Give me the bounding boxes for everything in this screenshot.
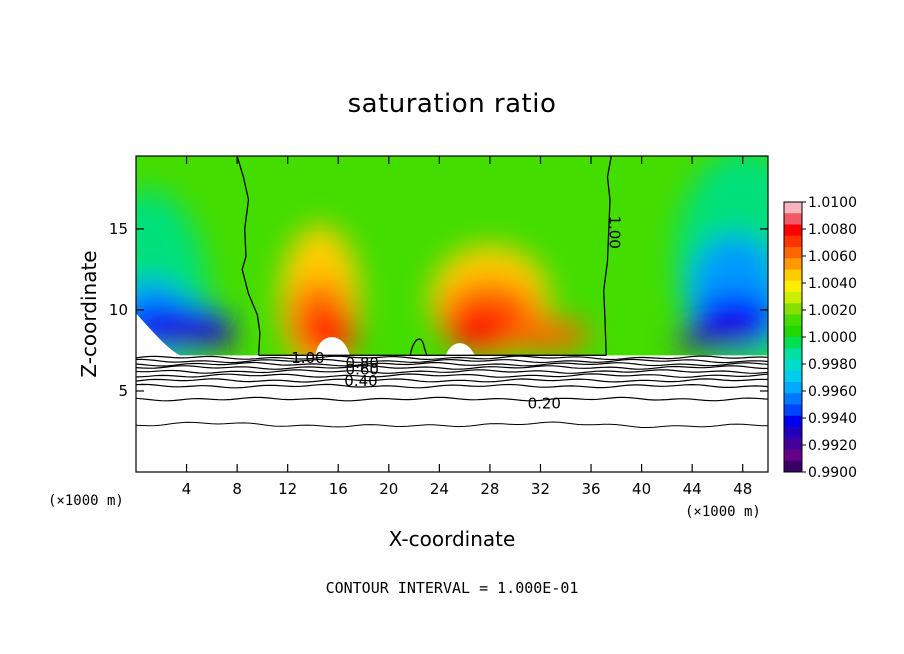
y-tick-label-15: 15 xyxy=(109,220,128,238)
colorbar-tick-label-8: 0.9940 xyxy=(808,411,857,427)
colorbar-band-3 xyxy=(784,235,802,248)
colorbar-band-13 xyxy=(784,348,802,360)
contour-label-0: 1.00 xyxy=(605,215,623,248)
x-axis-unit-left: (×1000 m) xyxy=(48,493,124,509)
colorbar-band-23 xyxy=(784,460,802,473)
x-tick-label-8: 8 xyxy=(232,480,242,498)
chart-title: saturation ratio xyxy=(348,89,557,119)
contour-interval-footer: CONTOUR INTERVAL = 1.000E-01 xyxy=(326,579,579,597)
x-tick-label-32: 32 xyxy=(531,480,550,498)
y-axis-ticks: 5 10 15 xyxy=(109,220,768,400)
contour-level-7 xyxy=(136,383,768,389)
colorbar-tick-label-0: 1.0100 xyxy=(808,195,857,211)
contour-level-1 xyxy=(136,358,768,364)
x-tick-label-36: 36 xyxy=(581,480,600,498)
x-axis-unit-right: (×1000 m) xyxy=(685,504,761,520)
contour-level-8 xyxy=(136,396,768,402)
field-white-hump-1 xyxy=(315,337,350,356)
contour-label-5: 0.20 xyxy=(528,394,561,412)
contour-level-0 xyxy=(136,355,768,361)
field-white-hump-2 xyxy=(445,343,475,356)
colorbar-band-21 xyxy=(784,438,802,450)
x-tick-label-16: 16 xyxy=(329,480,348,498)
colorbar-band-18 xyxy=(784,404,802,417)
x-axis-ticks: 4 8 12 16 20 24 28 32 36 40 44 48 xyxy=(182,156,752,498)
colorbar-band-1 xyxy=(784,213,802,225)
colorbar-tick-label-5: 1.0000 xyxy=(808,330,857,346)
colorbar-tick-label-10: 0.9900 xyxy=(808,465,857,481)
colorbar-tick-label-3: 1.0040 xyxy=(808,276,857,292)
contour-1p00-right xyxy=(603,156,612,356)
blob-right-purple xyxy=(675,328,765,352)
contour-label-4: 0.40 xyxy=(344,372,377,390)
colorbar-band-20 xyxy=(784,427,802,439)
contour-level-6 xyxy=(136,378,768,383)
contour-level-5 xyxy=(136,373,768,378)
colorbar-band-4 xyxy=(784,247,802,259)
colorbar-tick-label-9: 0.9920 xyxy=(808,438,857,454)
y-tick-label-5: 5 xyxy=(118,382,128,400)
contour-level-9 xyxy=(136,421,768,428)
y-tick-label-10: 10 xyxy=(109,301,128,319)
contour-bump-22km xyxy=(409,338,428,356)
contour-1p00-left xyxy=(236,156,261,356)
blob-plume2-tail xyxy=(500,319,590,351)
x-tick-label-20: 20 xyxy=(379,480,398,498)
colorbar-band-11 xyxy=(784,325,802,338)
colorbar-tick-labels: 1.0100 1.0080 1.0060 1.0040 1.0020 1.0000 0.99… xyxy=(802,195,857,481)
colorbar-band-2 xyxy=(784,224,802,237)
contour-label-3: 0.60 xyxy=(346,360,379,378)
colorbar-tick-label-7: 0.9960 xyxy=(808,384,857,400)
x-tick-label-12: 12 xyxy=(278,480,297,498)
colorbar-band-17 xyxy=(784,393,802,405)
blob-left-purple xyxy=(145,328,235,352)
x-tick-label-40: 40 xyxy=(632,480,651,498)
x-tick-label-44: 44 xyxy=(683,480,702,498)
contour-lines xyxy=(136,156,768,428)
x-tick-label-48: 48 xyxy=(733,480,752,498)
colorbar-tick-label-4: 1.0020 xyxy=(808,303,857,319)
x-tick-label-28: 28 xyxy=(480,480,499,498)
colorbar-tick-label-2: 1.0060 xyxy=(808,249,857,265)
field-blobs xyxy=(136,156,768,410)
contour-level-2 xyxy=(136,361,768,367)
colorbar-band-22 xyxy=(784,449,802,462)
colorbar-band-19 xyxy=(784,415,802,428)
colorbar-band-9 xyxy=(784,303,802,315)
x-tick-label-24: 24 xyxy=(430,480,449,498)
x-tick-label-4: 4 xyxy=(182,480,192,498)
contour-label-1: 1.00 xyxy=(291,349,324,367)
field-lower-clear-region xyxy=(136,313,768,472)
colorbar-tick-label-1: 1.0080 xyxy=(808,222,857,238)
colorbar-band-6 xyxy=(784,269,802,282)
colorbar-band-15 xyxy=(784,370,802,383)
colorbar-band-7 xyxy=(784,280,802,293)
x-axis-label: X-coordinate xyxy=(389,527,516,551)
colorbar-band-0 xyxy=(784,202,802,214)
contour-level-3 xyxy=(136,365,768,370)
plot-frame xyxy=(135,155,769,473)
colorbar-band-16 xyxy=(784,382,802,394)
colorbar-band-8 xyxy=(784,292,802,304)
colorbar-band-12 xyxy=(784,337,802,349)
colorbar-tick-label-6: 0.9980 xyxy=(808,357,857,373)
contour-labels: 1.00 1.00 0.800.600.40 0.20 xyxy=(291,215,623,412)
contour-level-4 xyxy=(136,369,768,374)
contour-label-2: 0.80 xyxy=(346,354,379,372)
colorbar-band-5 xyxy=(784,258,802,270)
colorbar xyxy=(783,201,803,473)
colorbar-band-10 xyxy=(784,314,802,327)
colorbar-band-14 xyxy=(784,359,802,372)
heatmap-field xyxy=(136,156,768,472)
y-axis-label: Z-coordinate xyxy=(77,250,101,377)
